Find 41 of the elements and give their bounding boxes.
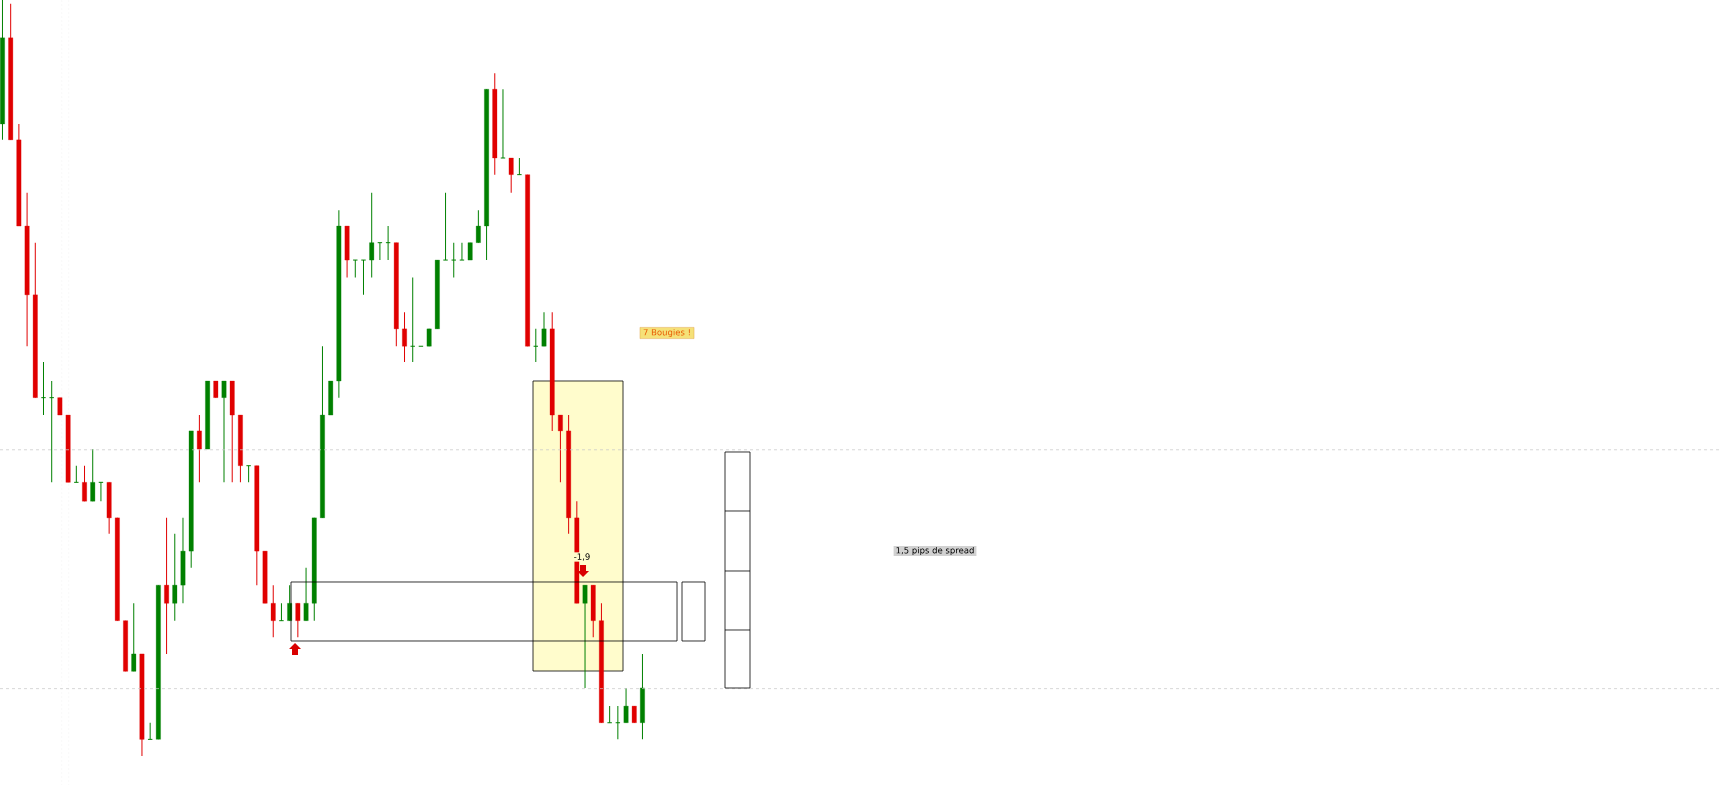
candlestick <box>500 88 506 159</box>
text: 1,5 pips de spread <box>896 546 974 556</box>
candlestick <box>459 242 465 261</box>
candlestick <box>410 276 416 363</box>
candlestick <box>615 705 621 740</box>
candlestick <box>295 602 301 638</box>
candlestick <box>303 567 309 622</box>
candlestick <box>270 584 276 638</box>
candlestick <box>221 380 227 483</box>
candlestick <box>352 259 358 278</box>
candlestick <box>377 242 383 261</box>
candlestick <box>164 517 169 655</box>
candlestick <box>73 465 80 483</box>
annotation: -1,9 <box>574 553 590 561</box>
candlestick <box>402 311 407 363</box>
candlestick <box>278 602 285 622</box>
annotation: 7 Bougies ! <box>643 328 690 338</box>
candlestick <box>245 465 252 483</box>
candlestick <box>451 242 457 278</box>
candlestick <box>40 361 47 416</box>
candlestick <box>541 311 547 347</box>
candlestick <box>48 380 55 483</box>
candlestick <box>533 328 539 363</box>
candlestick <box>131 602 137 672</box>
candlestick <box>197 414 202 483</box>
candlestick <box>90 448 96 502</box>
candlestick <box>172 533 178 622</box>
candlestick <box>442 192 449 261</box>
candlestick <box>516 157 523 176</box>
candlestick <box>369 192 375 278</box>
candlestick <box>508 157 514 194</box>
candlestick <box>582 584 588 689</box>
candlestick <box>82 465 87 502</box>
candlestick <box>475 209 481 244</box>
candlestick <box>558 414 563 483</box>
candlestick <box>360 259 367 296</box>
candlestick <box>147 722 153 740</box>
candlestick <box>98 481 104 502</box>
candlestick <box>606 705 613 724</box>
candlestick <box>385 225 391 261</box>
candlestick <box>623 687 629 724</box>
